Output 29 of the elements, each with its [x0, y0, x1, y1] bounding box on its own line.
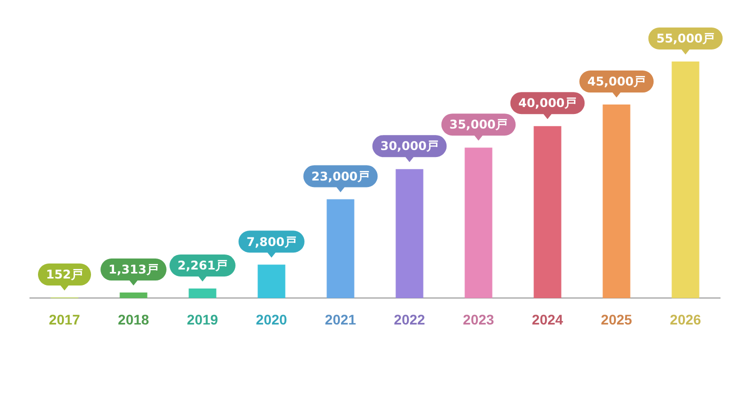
- bar: [188, 288, 216, 298]
- bar: [396, 169, 424, 298]
- bar: [672, 62, 700, 298]
- x-tick-label: 2022: [394, 311, 426, 328]
- bar: [534, 126, 562, 298]
- bar: [258, 264, 286, 298]
- bar: [326, 199, 354, 298]
- x-tick-label: 2024: [532, 311, 564, 328]
- bar: [464, 148, 492, 298]
- x-tick-label: 2017: [48, 311, 80, 328]
- bar: [120, 292, 148, 298]
- x-tick-label: 2020: [256, 311, 288, 328]
- data-label: 45,000戸: [587, 74, 646, 89]
- data-label: 152戸: [46, 268, 84, 282]
- data-label: 23,000戸: [311, 169, 370, 184]
- bar: [602, 104, 630, 298]
- data-label: 40,000戸: [518, 96, 577, 110]
- data-label: 35,000戸: [449, 118, 508, 132]
- x-tick-label: 2021: [324, 311, 356, 328]
- data-label: 2,261戸: [178, 258, 228, 273]
- x-tick-label: 2026: [670, 311, 702, 328]
- data-label: 55,000戸: [656, 32, 715, 46]
- data-label: 1,313戸: [108, 262, 158, 277]
- x-tick-label: 2018: [118, 311, 150, 328]
- x-tick-label: 2019: [186, 311, 218, 328]
- x-tick-label: 2025: [600, 311, 632, 328]
- data-label: 30,000戸: [380, 139, 439, 154]
- x-tick-label: 2023: [462, 311, 494, 328]
- data-label: 7,800戸: [246, 234, 296, 249]
